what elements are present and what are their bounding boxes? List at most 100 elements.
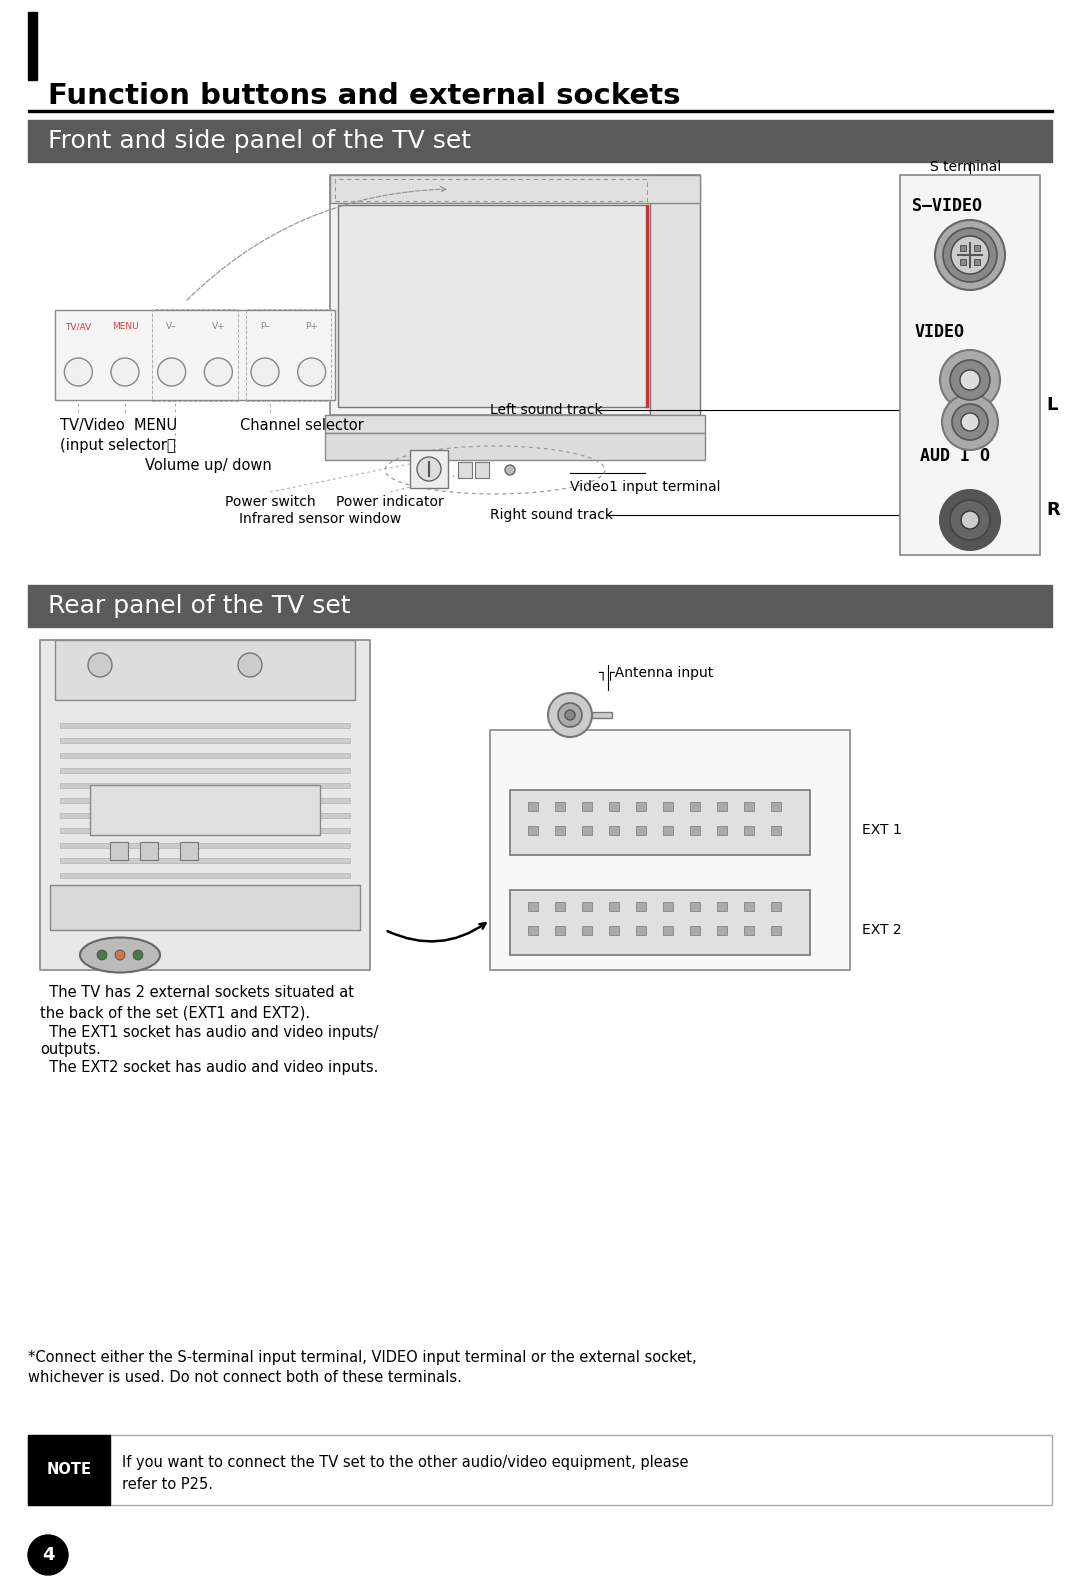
Bar	[717, 802, 727, 811]
Text: (input selector）: (input selector）	[60, 439, 176, 453]
Text: whichever is used. Do not connect both of these terminals.: whichever is used. Do not connect both o…	[28, 1370, 462, 1384]
Bar	[60, 738, 350, 743]
Bar	[528, 901, 538, 911]
Bar	[140, 843, 158, 860]
Text: the back of the set (EXT1 and EXT2).: the back of the set (EXT1 and EXT2).	[40, 1004, 310, 1020]
Circle shape	[238, 653, 262, 676]
Bar	[646, 204, 648, 407]
Bar	[55, 640, 355, 700]
Text: Front and side panel of the TV set: Front and side panel of the TV set	[48, 128, 471, 154]
Text: Left sound track: Left sound track	[490, 402, 603, 417]
Bar	[60, 813, 350, 817]
Bar	[960, 246, 966, 250]
Bar	[60, 919, 350, 923]
Bar	[28, 109, 1053, 112]
Text: *Connect either the S-terminal input terminal, VIDEO input terminal or the exter: *Connect either the S-terminal input ter…	[28, 1350, 697, 1365]
Text: Right sound track: Right sound track	[490, 508, 613, 523]
Circle shape	[940, 489, 1000, 550]
Bar	[690, 825, 700, 835]
Circle shape	[505, 466, 515, 475]
Ellipse shape	[158, 358, 186, 386]
Circle shape	[950, 360, 990, 401]
Bar	[60, 768, 350, 773]
Bar	[60, 782, 350, 787]
Bar	[771, 901, 781, 911]
Bar	[592, 711, 612, 718]
Circle shape	[548, 694, 592, 737]
Text: NOTE: NOTE	[46, 1462, 92, 1478]
Bar	[609, 901, 619, 911]
Bar	[636, 802, 646, 811]
Bar	[744, 901, 754, 911]
Text: TV/AV: TV/AV	[65, 322, 92, 331]
Bar	[245, 309, 330, 401]
Bar	[60, 859, 350, 863]
Bar	[744, 825, 754, 835]
Circle shape	[940, 350, 1000, 410]
Circle shape	[28, 1535, 68, 1574]
Bar	[55, 310, 335, 401]
Bar	[60, 873, 350, 878]
Bar	[410, 450, 448, 488]
Bar	[50, 885, 360, 930]
Bar	[717, 927, 727, 935]
Circle shape	[935, 220, 1005, 290]
Text: Video1 input terminal: Video1 input terminal	[570, 480, 720, 494]
Bar	[582, 802, 592, 811]
Text: Channel selector: Channel selector	[240, 418, 364, 432]
Bar	[475, 463, 489, 478]
Bar	[90, 786, 320, 835]
Text: L: L	[1047, 396, 1057, 413]
Bar	[528, 825, 538, 835]
Bar	[900, 174, 1040, 554]
Text: ┐┌Antenna input: ┐┌Antenna input	[598, 665, 713, 680]
Text: Infrared sensor window: Infrared sensor window	[239, 512, 401, 526]
Text: R: R	[1047, 501, 1059, 520]
Text: EXT 1: EXT 1	[862, 824, 902, 836]
Ellipse shape	[204, 358, 232, 386]
Bar	[60, 889, 350, 893]
Text: outputs.: outputs.	[40, 1042, 100, 1057]
Bar	[555, 927, 565, 935]
Circle shape	[950, 501, 990, 540]
Bar	[555, 825, 565, 835]
Bar	[771, 927, 781, 935]
Bar	[663, 802, 673, 811]
Circle shape	[114, 950, 125, 960]
Text: V–: V–	[166, 322, 177, 331]
Bar	[609, 927, 619, 935]
Text: P+: P+	[306, 322, 319, 331]
Circle shape	[961, 512, 978, 529]
Bar	[60, 752, 350, 759]
Text: EXT 2: EXT 2	[862, 923, 902, 938]
Text: Rear panel of the TV set: Rear panel of the TV set	[48, 594, 351, 618]
Text: If you want to connect the TV set to the other audio/video equipment, please: If you want to connect the TV set to the…	[122, 1456, 689, 1470]
Bar	[582, 825, 592, 835]
Text: S–VIDEO: S–VIDEO	[912, 196, 982, 215]
Bar	[582, 927, 592, 935]
Text: AUD I O: AUD I O	[920, 447, 990, 466]
Bar	[744, 802, 754, 811]
Bar	[490, 730, 850, 969]
Bar	[636, 901, 646, 911]
Text: TV/Video  MENU: TV/Video MENU	[60, 418, 177, 432]
Circle shape	[942, 394, 998, 450]
Bar	[28, 120, 1052, 162]
Circle shape	[951, 404, 988, 440]
Bar	[717, 901, 727, 911]
Bar	[60, 903, 350, 908]
Text: P–: P–	[260, 322, 270, 331]
Bar	[974, 246, 980, 250]
Bar	[180, 843, 198, 860]
Bar	[510, 890, 810, 955]
Circle shape	[417, 458, 441, 482]
Text: Function buttons and external sockets: Function buttons and external sockets	[48, 82, 680, 109]
Bar	[60, 843, 350, 847]
Ellipse shape	[111, 358, 139, 386]
Text: The EXT2 socket has audio and video inputs.: The EXT2 socket has audio and video inpu…	[40, 1060, 378, 1076]
Bar	[60, 828, 350, 833]
Bar	[744, 927, 754, 935]
Bar	[28, 1435, 1052, 1505]
Bar	[582, 901, 592, 911]
Bar	[690, 901, 700, 911]
